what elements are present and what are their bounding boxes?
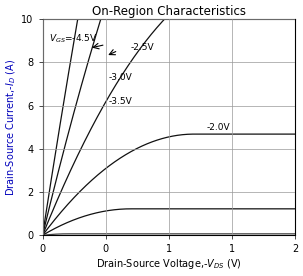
X-axis label: Drain-Source Voltage,-$V_{DS}$ (V): Drain-Source Voltage,-$V_{DS}$ (V) bbox=[96, 257, 241, 271]
Text: -2.0V: -2.0V bbox=[207, 123, 230, 132]
Y-axis label: Drain-Source Current,-$I_D$ (A): Drain-Source Current,-$I_D$ (A) bbox=[5, 59, 18, 196]
Title: On-Region Characteristics: On-Region Characteristics bbox=[92, 5, 246, 18]
Text: $V_{GS}$=-4.5V: $V_{GS}$=-4.5V bbox=[49, 32, 97, 45]
Text: -3.5V: -3.5V bbox=[108, 97, 132, 106]
Text: -3.0V: -3.0V bbox=[108, 73, 132, 82]
Text: -2.5V: -2.5V bbox=[131, 43, 155, 52]
